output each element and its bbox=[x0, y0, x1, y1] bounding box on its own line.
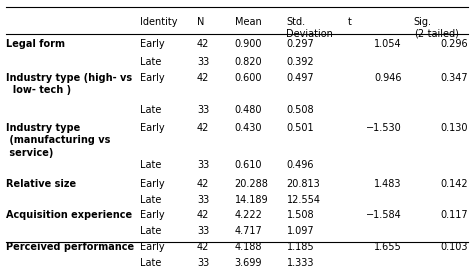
Text: 33: 33 bbox=[197, 160, 209, 171]
Text: Sig.
(2-tailed): Sig. (2-tailed) bbox=[414, 17, 458, 39]
Text: 33: 33 bbox=[197, 258, 209, 267]
Text: 0.497: 0.497 bbox=[286, 73, 314, 83]
Text: Mean: Mean bbox=[235, 17, 261, 27]
Text: 0.347: 0.347 bbox=[440, 73, 468, 83]
Text: 0.103: 0.103 bbox=[440, 242, 468, 252]
Text: Std.
Deviation: Std. Deviation bbox=[286, 17, 333, 39]
Text: 1.508: 1.508 bbox=[286, 210, 314, 220]
Text: 1.054: 1.054 bbox=[374, 39, 402, 49]
Text: 0.501: 0.501 bbox=[286, 123, 314, 133]
Text: 4.717: 4.717 bbox=[235, 226, 263, 236]
Text: Early: Early bbox=[140, 210, 165, 220]
Text: 33: 33 bbox=[197, 226, 209, 236]
Text: Early: Early bbox=[140, 39, 165, 49]
Text: −1.530: −1.530 bbox=[366, 123, 402, 133]
Text: Perceived performance: Perceived performance bbox=[6, 242, 134, 252]
Text: 1.097: 1.097 bbox=[286, 226, 314, 236]
Text: t: t bbox=[348, 17, 352, 27]
Text: 1.185: 1.185 bbox=[286, 242, 314, 252]
Text: 0.130: 0.130 bbox=[440, 123, 468, 133]
Text: Late: Late bbox=[140, 57, 162, 67]
Text: −1.584: −1.584 bbox=[366, 210, 402, 220]
Text: 0.496: 0.496 bbox=[286, 160, 314, 171]
Text: Early: Early bbox=[140, 242, 165, 252]
Text: 0.820: 0.820 bbox=[235, 57, 262, 67]
Text: Late: Late bbox=[140, 258, 162, 267]
Text: 4.222: 4.222 bbox=[235, 210, 263, 220]
Text: 0.392: 0.392 bbox=[286, 57, 314, 67]
Text: 42: 42 bbox=[197, 179, 210, 189]
Text: Industry type (high- vs
  low- tech ): Industry type (high- vs low- tech ) bbox=[6, 73, 132, 95]
Text: 3.699: 3.699 bbox=[235, 258, 262, 267]
Text: 0.480: 0.480 bbox=[235, 105, 262, 115]
Text: 1.483: 1.483 bbox=[374, 179, 402, 189]
Text: 1.333: 1.333 bbox=[286, 258, 314, 267]
Text: 33: 33 bbox=[197, 105, 209, 115]
Text: 0.297: 0.297 bbox=[286, 39, 314, 49]
Text: Early: Early bbox=[140, 123, 165, 133]
Text: 0.296: 0.296 bbox=[440, 39, 468, 49]
Text: Relative size: Relative size bbox=[6, 179, 76, 189]
Text: 42: 42 bbox=[197, 242, 210, 252]
Text: 42: 42 bbox=[197, 73, 210, 83]
Text: 0.142: 0.142 bbox=[440, 179, 468, 189]
Text: N: N bbox=[197, 17, 204, 27]
Text: 33: 33 bbox=[197, 57, 209, 67]
Text: 0.508: 0.508 bbox=[286, 105, 314, 115]
Text: Late: Late bbox=[140, 105, 162, 115]
Text: 4.188: 4.188 bbox=[235, 242, 262, 252]
Text: 0.610: 0.610 bbox=[235, 160, 262, 171]
Text: 14.189: 14.189 bbox=[235, 194, 268, 205]
Text: 20.813: 20.813 bbox=[286, 179, 320, 189]
Text: 42: 42 bbox=[197, 210, 210, 220]
Text: 33: 33 bbox=[197, 194, 209, 205]
Text: 0.117: 0.117 bbox=[440, 210, 468, 220]
Text: Late: Late bbox=[140, 194, 162, 205]
Text: 42: 42 bbox=[197, 123, 210, 133]
Text: Industry type
 (manufacturing vs
 service): Industry type (manufacturing vs service) bbox=[6, 123, 110, 158]
Text: Early: Early bbox=[140, 73, 165, 83]
Text: 0.900: 0.900 bbox=[235, 39, 262, 49]
Text: 20.288: 20.288 bbox=[235, 179, 268, 189]
Text: Legal form: Legal form bbox=[6, 39, 65, 49]
Text: 42: 42 bbox=[197, 39, 210, 49]
Text: 0.946: 0.946 bbox=[374, 73, 402, 83]
Text: 1.655: 1.655 bbox=[374, 242, 402, 252]
Text: 0.600: 0.600 bbox=[235, 73, 262, 83]
Text: Identity: Identity bbox=[140, 17, 178, 27]
Text: Late: Late bbox=[140, 226, 162, 236]
Text: Late: Late bbox=[140, 160, 162, 171]
Text: 0.430: 0.430 bbox=[235, 123, 262, 133]
Text: Acquisition experience: Acquisition experience bbox=[6, 210, 132, 220]
Text: 12.554: 12.554 bbox=[286, 194, 320, 205]
Text: Early: Early bbox=[140, 179, 165, 189]
